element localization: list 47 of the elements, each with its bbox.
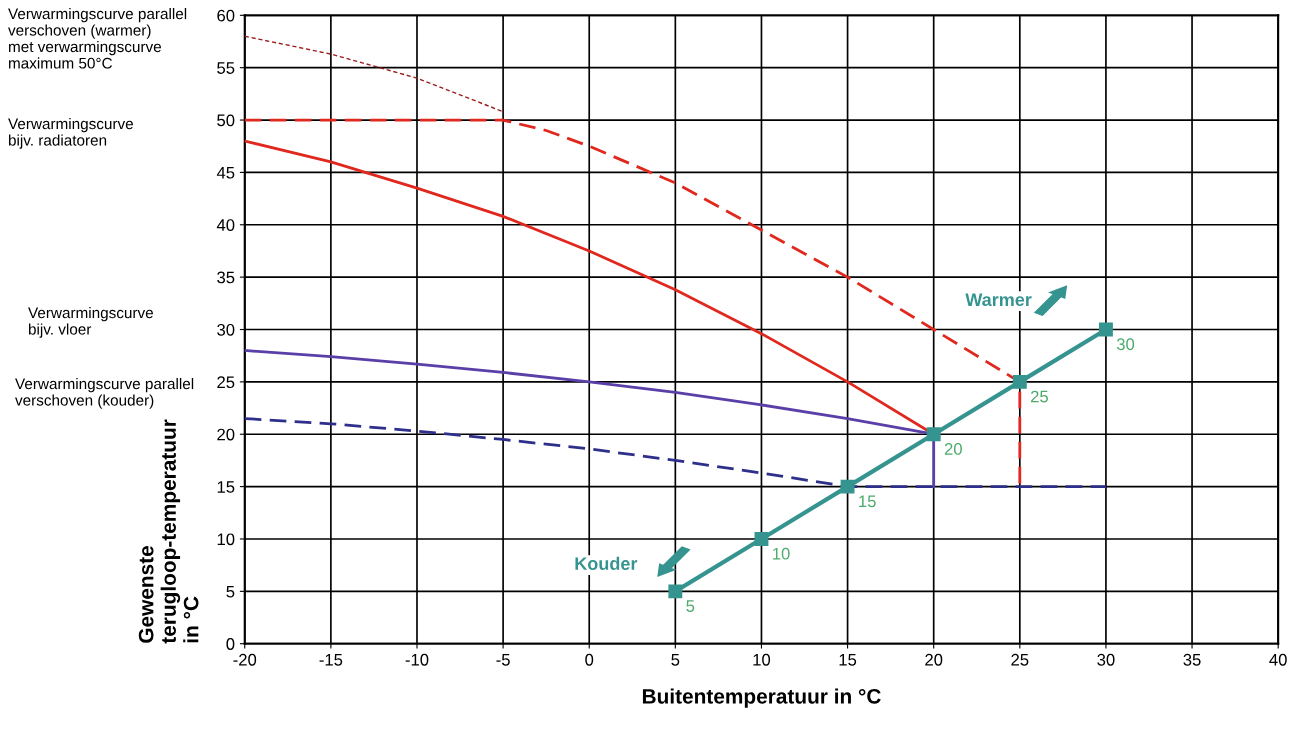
y-tick-label: 60 [217, 9, 235, 22]
point [840, 479, 855, 494]
y-tick-label: 50 [217, 114, 235, 127]
x-tick-label: 20 [925, 653, 943, 666]
y-tick-label: 15 [217, 481, 235, 493]
annotation: Kouder [575, 556, 638, 570]
data-label: 15 [859, 495, 876, 508]
x-tick-label: 0 [585, 653, 594, 666]
y-tick-label: 10 [217, 533, 235, 546]
y-tick-label: 5 [226, 585, 235, 598]
text: Verwarmingscurve bijv. vloer [28, 307, 153, 338]
x-tick-label: 25 [1011, 653, 1029, 666]
point [1012, 374, 1027, 389]
x-axis-title: Buitentemperatuur in °C [642, 688, 881, 708]
data-label: 25 [1030, 390, 1048, 403]
data-label: 10 [773, 547, 790, 560]
point [668, 584, 683, 599]
y-tick-label: 40 [216, 219, 235, 231]
annotation: Warmer [965, 293, 1032, 307]
point [1098, 322, 1113, 337]
text: Verwarmingscurve bijv. radiatoren [8, 118, 133, 149]
point [754, 532, 769, 546]
y-tick-label: 25 [217, 376, 235, 389]
y-tick-label: 30 [217, 323, 235, 336]
x-tick-label: -20 [233, 653, 257, 666]
y-tick-label: 20 [217, 428, 235, 441]
x-tick-label: 5 [671, 654, 680, 666]
data-label: 20 [944, 443, 962, 455]
y-axis-title: Gewenste teruglooptemperatuur in °C [138, 419, 199, 644]
x-tick-label: -15 [319, 654, 343, 666]
x-tick-label: -10 [405, 653, 429, 666]
text: Verwarmingscurve parallel verschoven (warmer) met verwarmingscurve maximum 50°C [8, 8, 187, 69]
data-label: 5 [686, 600, 695, 612]
line-series [244, 35, 504, 113]
x-tick-label: 35 [1183, 653, 1201, 666]
point [926, 427, 941, 442]
y-tick-label: 55 [217, 62, 235, 74]
y-tick-label: 0 [226, 638, 235, 650]
data-label: 30 [1116, 338, 1135, 351]
x-tick-label: 30 [1097, 653, 1115, 666]
x-tick-label: 10 [753, 653, 771, 666]
x-tick-label: 40 [1269, 653, 1287, 666]
y-tick-label: 35 [217, 271, 235, 284]
text: Verwarmingscurve parallel verschoven (kouder) [15, 378, 194, 409]
x-tick-label: -5 [496, 654, 510, 666]
y-tick-label: 45 [216, 166, 235, 179]
x-tick-label: 15 [839, 654, 857, 666]
